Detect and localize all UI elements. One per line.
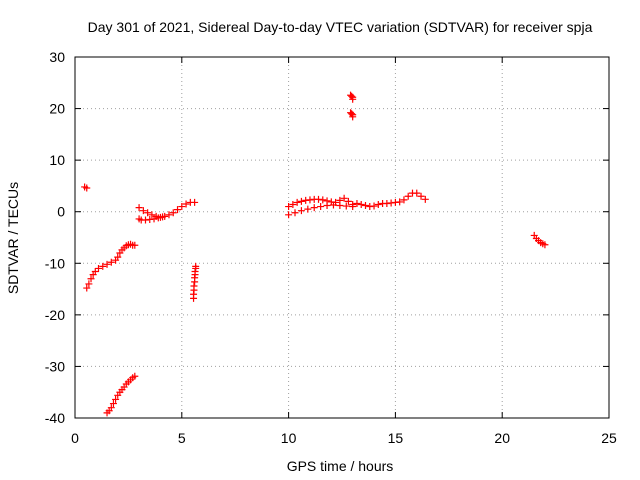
data-point bbox=[107, 404, 115, 412]
data-point bbox=[159, 213, 167, 221]
data-point bbox=[109, 400, 117, 408]
data-point bbox=[323, 202, 331, 210]
data-point bbox=[310, 204, 318, 212]
data-point bbox=[348, 110, 356, 118]
data-point bbox=[329, 201, 337, 209]
data-point bbox=[344, 197, 352, 205]
data-point-cluster bbox=[81, 183, 91, 192]
data-point bbox=[541, 241, 549, 249]
data-point bbox=[357, 200, 365, 208]
data-point bbox=[139, 207, 147, 215]
data-point bbox=[421, 195, 429, 203]
data-point bbox=[131, 372, 139, 380]
data-point-cluster bbox=[190, 262, 200, 302]
data-point bbox=[361, 202, 369, 210]
chart-title: Day 301 of 2021, Sidereal Day-to-day VTE… bbox=[88, 19, 593, 35]
y-tick-label: 30 bbox=[49, 49, 65, 65]
data-point bbox=[319, 196, 327, 204]
data-point bbox=[135, 204, 143, 212]
y-tick-label: 10 bbox=[49, 152, 65, 168]
data-point bbox=[297, 207, 305, 215]
data-point bbox=[154, 214, 162, 222]
data-point bbox=[400, 196, 408, 204]
data-point bbox=[178, 203, 186, 211]
y-axis-tick-labels: -40 -30 -20 -10 0 10 20 30 bbox=[45, 49, 65, 426]
data-point-cluster bbox=[103, 372, 139, 417]
x-tick-label: 10 bbox=[281, 430, 297, 446]
data-point bbox=[349, 203, 357, 211]
data-point-cluster bbox=[530, 231, 549, 249]
data-point bbox=[370, 202, 378, 210]
data-point bbox=[192, 262, 200, 270]
data-point bbox=[340, 194, 348, 202]
data-point bbox=[317, 203, 325, 211]
data-point bbox=[91, 268, 99, 276]
data-point bbox=[285, 211, 293, 219]
y-tick-label: -10 bbox=[45, 255, 65, 271]
data-point bbox=[374, 200, 382, 208]
y-tick-label: 0 bbox=[57, 204, 65, 220]
data-point bbox=[165, 211, 173, 219]
data-point bbox=[336, 202, 344, 210]
data-point bbox=[413, 189, 421, 197]
data-point bbox=[103, 260, 111, 268]
data-point-cluster bbox=[347, 91, 357, 103]
data-point bbox=[131, 241, 139, 249]
data-point bbox=[342, 202, 350, 210]
data-point bbox=[349, 95, 357, 103]
x-tick-label: 0 bbox=[71, 430, 79, 446]
data-point bbox=[304, 205, 312, 213]
plot-frame bbox=[74, 56, 610, 419]
x-axis-label: GPS time / hours bbox=[287, 458, 394, 474]
x-axis-tick-labels: 0 5 10 15 20 25 bbox=[71, 430, 617, 446]
data-point bbox=[112, 395, 120, 403]
data-point-cluster bbox=[285, 201, 357, 219]
data-point bbox=[417, 192, 425, 200]
data-point bbox=[190, 282, 198, 290]
data-point bbox=[349, 113, 357, 121]
data-point bbox=[150, 215, 158, 223]
data-point bbox=[83, 284, 91, 292]
data-point bbox=[144, 209, 152, 217]
x-tick-label: 20 bbox=[494, 430, 510, 446]
data-point bbox=[297, 197, 305, 205]
y-tick-label: -40 bbox=[45, 410, 65, 426]
y-tick-label: -30 bbox=[45, 358, 65, 374]
data-point bbox=[107, 258, 115, 266]
axis-ticks bbox=[74, 56, 610, 419]
x-tick-label: 15 bbox=[388, 430, 404, 446]
data-point bbox=[148, 211, 156, 219]
x-tick-label: 5 bbox=[178, 430, 186, 446]
x-tick-label: 25 bbox=[601, 430, 617, 446]
data-point bbox=[87, 275, 95, 283]
data-point bbox=[285, 203, 293, 211]
data-point-cluster bbox=[83, 240, 139, 292]
data-point-cluster bbox=[347, 109, 357, 121]
data-point bbox=[182, 200, 190, 208]
data-point bbox=[174, 206, 182, 214]
data-points bbox=[81, 91, 549, 417]
data-point bbox=[85, 280, 93, 288]
data-point bbox=[291, 209, 299, 217]
data-point bbox=[114, 253, 122, 261]
data-point bbox=[191, 268, 199, 276]
data-point bbox=[396, 198, 404, 206]
data-point bbox=[289, 200, 297, 208]
data-point bbox=[191, 198, 199, 206]
y-tick-label: 20 bbox=[49, 101, 65, 117]
data-point bbox=[94, 264, 102, 272]
grid-lines bbox=[75, 57, 609, 418]
data-point-cluster bbox=[135, 213, 167, 224]
data-point bbox=[293, 198, 301, 206]
data-point bbox=[99, 262, 107, 270]
y-tick-label: -20 bbox=[45, 307, 65, 323]
data-point-cluster bbox=[353, 189, 429, 211]
data-point bbox=[353, 199, 361, 207]
data-point bbox=[348, 92, 356, 100]
data-point bbox=[83, 184, 91, 192]
data-point bbox=[169, 209, 177, 217]
y-axis-label: SDTVAR / TECUs bbox=[5, 182, 21, 294]
data-point bbox=[404, 192, 412, 200]
